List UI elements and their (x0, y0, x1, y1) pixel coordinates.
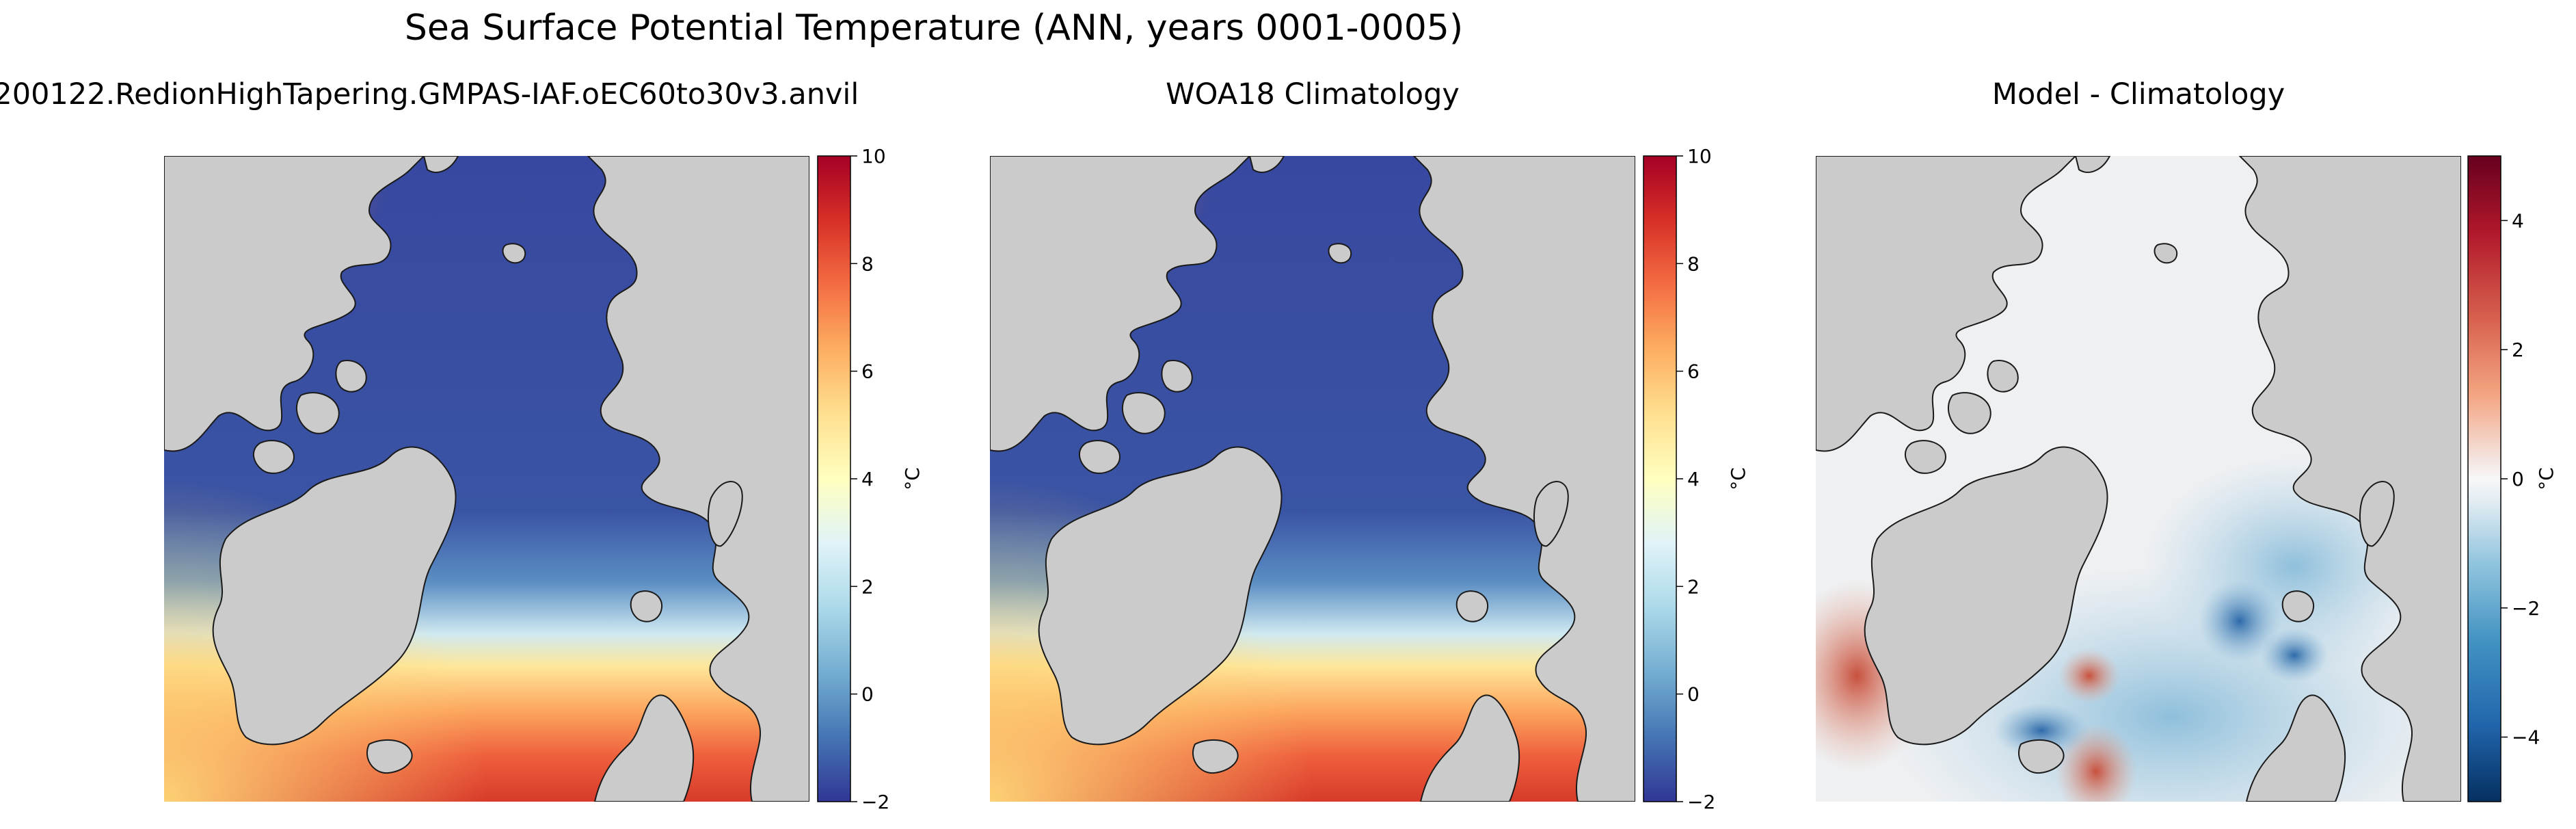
colorbar-1-tick-label: 4 (861, 468, 874, 490)
colorbar-1-tick-label: −2 (861, 791, 889, 813)
colorbar-3-tick-label: 0 (2512, 468, 2524, 490)
panel-2-title: WOA18 Climatology (1166, 77, 1460, 111)
colorbar-3-gradient (2467, 155, 2501, 802)
colorbar-2-tick-label: 2 (1687, 575, 1700, 598)
colorbar-3: −4 −2 0 2 4 °C (2467, 155, 2558, 802)
colorbar-2-label: °C (1727, 467, 1749, 490)
colorbar-1-tick-label: 6 (861, 360, 874, 383)
figure-title: Sea Surface Potential Temperature (ANN, … (405, 8, 1463, 49)
colorbar-1-ticks: −2 0 2 4 6 8 10 (850, 145, 889, 813)
colorbar-1-tick-label: 10 (861, 145, 886, 168)
colorbar-2-tick-label: 10 (1687, 145, 1712, 168)
colorbar-3-tick-label: 2 (2512, 339, 2524, 361)
colorbar-2-tick-label: 8 (1687, 252, 1700, 275)
colorbar-1-label: °C (901, 467, 924, 490)
colorbar-1-tick-label: 8 (861, 252, 874, 275)
panel-2-map (990, 156, 1635, 802)
colorbar-1: −2 0 2 4 6 8 10 °C (817, 145, 924, 813)
colorbar-2-tick-label: 4 (1687, 468, 1700, 490)
colorbar-2-ticks: −2 0 2 4 6 8 10 (1676, 145, 1715, 813)
colorbar-2: −2 0 2 4 6 8 10 °C (1643, 145, 1749, 813)
colorbar-2-tick-label: 0 (1687, 683, 1700, 706)
panel-1-title: 20200122.RedionHighTapering.GMPAS-IAF.oE… (0, 77, 859, 111)
colorbar-2-gradient (1643, 155, 1677, 802)
colorbar-2-tick-label: 6 (1687, 360, 1700, 383)
colorbar-1-gradient (817, 155, 851, 802)
colorbar-3-label: °C (2535, 467, 2558, 490)
colorbar-1-tick-label: 2 (861, 575, 874, 598)
colorbar-2-tick-label: −2 (1687, 791, 1715, 813)
colorbar-1-tick-label: 0 (861, 683, 874, 706)
panel-1-map (164, 156, 809, 802)
panel-3-title: Model - Climatology (1992, 77, 2285, 111)
colorbar-3-tick-label: −4 (2512, 726, 2540, 749)
colorbar-3-ticks: −4 −2 0 2 4 (2501, 209, 2540, 749)
panel-3-map (1816, 156, 2461, 802)
colorbar-3-tick-label: 4 (2512, 209, 2524, 232)
colorbar-3-tick-label: −2 (2512, 597, 2540, 620)
